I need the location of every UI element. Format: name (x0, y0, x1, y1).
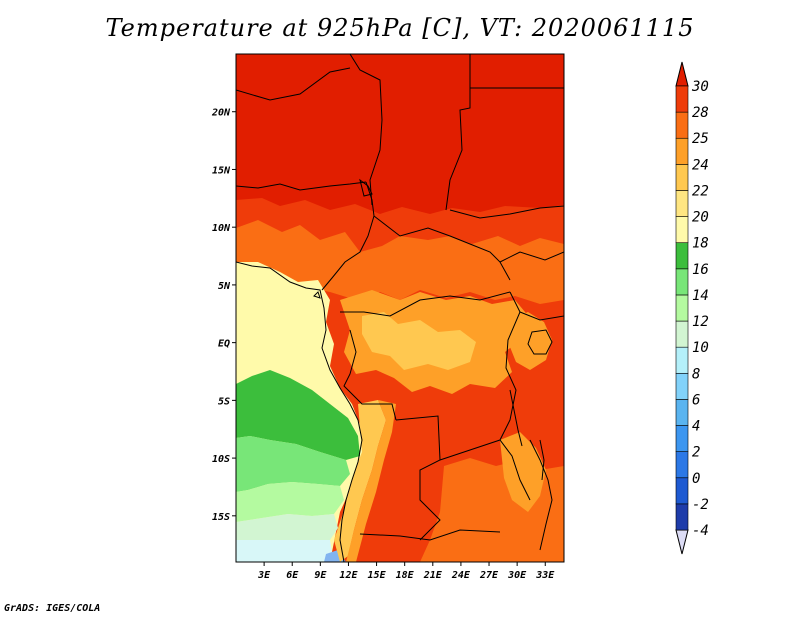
border-niger-nigeria (236, 181, 367, 191)
colorbar-swatch (675, 477, 689, 505)
lake-victoria (527, 329, 553, 355)
colorbar-swatch (675, 294, 689, 322)
lon-tick-label: 9E (314, 570, 327, 581)
field-tan-central (362, 312, 476, 370)
colorbar-upper-arrow (675, 61, 689, 87)
lat-tick-label: 10S (212, 454, 230, 465)
lat-tick-label: 5S (218, 396, 230, 407)
colorbar-swatch (675, 346, 689, 374)
colorbar-swatch (675, 268, 689, 296)
field-green-dark (236, 370, 360, 460)
colorbar-label: 28 (692, 105, 709, 121)
field-mild-angola (346, 400, 396, 562)
lake-tanganyika (509, 389, 523, 447)
lat-tick-label: 5N (218, 281, 231, 292)
colorbar-swatch (675, 425, 689, 452)
colorbar-label: 0 (692, 471, 700, 487)
colorbar-lower-arrow (675, 529, 689, 555)
lat-tick-label: 10N (212, 223, 231, 234)
colorbar-label: 20 (692, 210, 709, 226)
colorbar-swatch (675, 164, 689, 191)
map-title: Temperature at 925hPa [C], VT: 202006111… (105, 14, 695, 42)
lon-tick-label: 30E (507, 570, 527, 581)
temperature-field (236, 54, 564, 562)
borders (236, 54, 564, 562)
field-green-pale (236, 514, 338, 540)
border-namibia (359, 529, 501, 541)
colorbar-swatch (675, 85, 689, 113)
field-mild-east (500, 432, 546, 512)
colorbar-label: 4 (692, 419, 700, 435)
lon-tick-label: 24E (451, 570, 471, 581)
border-mozambique (529, 439, 553, 551)
border-sudan-south (449, 205, 564, 219)
colorbar-swatch (675, 399, 689, 426)
lon-tick-label: 6E (286, 570, 299, 581)
lon-tick-label: 15E (368, 570, 387, 581)
field-sahara-hot (236, 54, 564, 214)
border-sahara-3 (236, 67, 351, 101)
colorbar-swatch (675, 451, 689, 479)
lon-axis: 3E 6E 9E 12E 15E 18E 21E 24E 27E 30E 33E (257, 562, 555, 581)
lat-tick-label: 15S (212, 512, 230, 523)
colorbar-label: 30 (691, 79, 709, 95)
lake-malawi (539, 439, 545, 481)
colorbar-label: 25 (692, 131, 709, 147)
colorbar-label: 8 (692, 366, 700, 382)
colorbar-label: 14 (692, 288, 709, 304)
border-car-south (340, 291, 511, 317)
border-kenya (519, 311, 564, 321)
colorbar-label: 22 (692, 183, 709, 199)
border-chad-cameroon (321, 181, 375, 291)
lake-chad (359, 178, 373, 197)
colorbar-swatch (675, 190, 689, 217)
coastline-west (236, 261, 363, 562)
lat-tick-label: 20N (211, 108, 231, 119)
border-drc-west (343, 329, 397, 421)
border-sahara-1 (349, 54, 383, 206)
border-zambia-north (439, 439, 531, 501)
colorbar-label: 10 (692, 340, 709, 356)
lat-tick-label: EQ (218, 339, 230, 350)
border-ethiopia (499, 251, 564, 263)
gulf-islands (313, 291, 321, 299)
colorbar-label: -2 (692, 497, 709, 513)
lat-tick-label: 15N (212, 165, 231, 176)
colorbar-label: 6 (692, 392, 700, 408)
border-car-north (373, 215, 511, 281)
footer-credit: GrADS: IGES/COLA (4, 603, 101, 614)
colorbar-swatch (675, 242, 689, 270)
colorbar-swatch (675, 372, 689, 400)
field-tan-angola (334, 400, 386, 562)
field-mild-lakes (508, 312, 552, 370)
lon-tick-label: 33E (535, 570, 555, 581)
colorbar-swatch (675, 216, 689, 244)
colorbar-label: 2 (692, 445, 700, 461)
lon-tick-label: 21E (423, 570, 443, 581)
colorbar-label: 16 (692, 262, 709, 278)
lon-tick-label: 12E (339, 570, 358, 581)
plot-frame (235, 53, 565, 563)
colorbar-label: -4 (692, 523, 709, 539)
field-green-light (236, 482, 344, 522)
colorbar-swatch (675, 320, 689, 348)
lon-tick-label: 27E (479, 570, 499, 581)
colorbar-swatch (675, 503, 689, 531)
field-cyan-pale (236, 540, 340, 562)
border-angola-zambia (395, 415, 441, 541)
lat-axis: 20N 15N 10N 5N EQ 5S 10S 15S (211, 108, 236, 523)
field-green (236, 436, 350, 492)
lon-tick-label: 3E (257, 570, 271, 581)
border-sahara-2 (445, 54, 471, 211)
colorbar-swatch (675, 137, 689, 165)
colorbar-swatch (675, 111, 689, 139)
colorbar-label: 24 (692, 157, 709, 173)
lon-tick-label: 18E (396, 570, 415, 581)
colorbar-label: 18 (692, 236, 709, 252)
colorbar-label: 12 (692, 314, 709, 330)
